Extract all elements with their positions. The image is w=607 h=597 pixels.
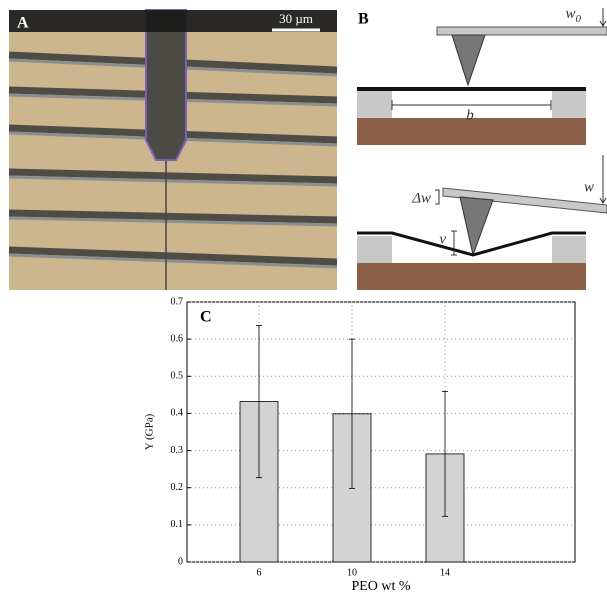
panel-label: B — [358, 11, 369, 28]
support — [357, 91, 392, 118]
dw-label: Δw — [411, 190, 431, 206]
y-tick-label: 0.7 — [171, 296, 184, 307]
figure: A 30 µm B w0 b w Δw v C PEO — [0, 0, 607, 597]
w0-label: w0 — [565, 6, 581, 24]
x-tick-label: 14 — [440, 567, 450, 578]
y-tick-label: 0.6 — [171, 333, 184, 344]
panel-label: C — [200, 309, 212, 326]
y-tick-label: 0.3 — [171, 445, 184, 456]
support — [552, 236, 586, 263]
w0-symbol: w — [565, 6, 575, 22]
chart: C PEO wt % Y (GPa) 0 0.1 0.2 0.3 0.4 0.5 0.6 0.… — [144, 296, 575, 594]
y-axis-label: Y (GPa) — [144, 413, 156, 450]
support — [357, 236, 392, 263]
w0-subscript: 0 — [576, 13, 582, 25]
micrograph: A 30 µm — [9, 10, 337, 290]
w-label: w — [584, 179, 594, 195]
tip — [452, 35, 485, 85]
x-tick-label: 10 — [347, 567, 357, 578]
b-label: b — [466, 107, 474, 123]
cantilever — [437, 27, 607, 35]
schematic: B w0 b w Δw v — [357, 6, 607, 290]
y-tick-label: 0.4 — [171, 408, 184, 419]
y-tick-label: 0 — [178, 556, 183, 567]
y-tick-label: 0.1 — [171, 519, 184, 530]
substrate — [357, 263, 586, 290]
x-tick-label: 6 — [257, 567, 262, 578]
panel-label: A — [17, 15, 29, 32]
v-label: v — [439, 231, 446, 247]
support — [552, 91, 586, 118]
probe — [146, 10, 186, 160]
scale-label: 30 µm — [279, 11, 313, 26]
tip — [460, 197, 493, 255]
y-tick-label: 0.2 — [171, 482, 184, 493]
dw-bracket — [435, 190, 439, 204]
page: A 30 µm B w0 b w Δw v C PEO — [0, 0, 607, 597]
y-tick-label: 0.5 — [171, 371, 184, 382]
x-axis-label: PEO wt % — [351, 579, 410, 594]
